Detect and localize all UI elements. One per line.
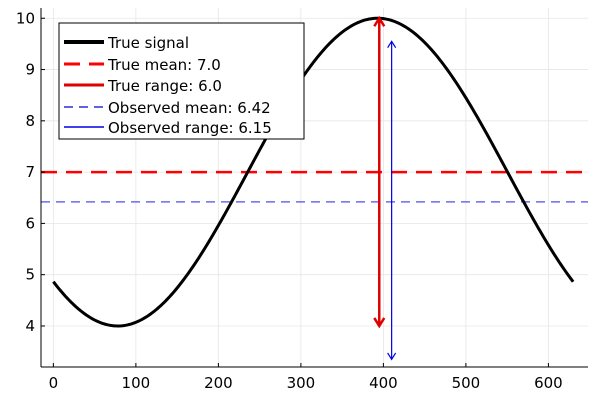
- plot-area: [41, 16, 588, 328]
- y-ticks: 4 5 6 7 8 9 10: [16, 9, 45, 335]
- legend: True signal True mean: 7.0 True range: 6…: [58, 22, 305, 140]
- range-arrow-head-bottom: [373, 317, 386, 329]
- y-tick-label: 9: [25, 61, 35, 79]
- range-arrow-head-top: [387, 40, 397, 49]
- legend-label-true-range: True range: 6.0: [107, 77, 222, 95]
- true-signal-line: [52, 16, 575, 328]
- legend-label-observed-mean: Observed mean: 6.42: [108, 99, 271, 117]
- x-tick-label: 400: [369, 374, 398, 392]
- x-tick-label: 300: [287, 374, 316, 392]
- x-ticks: 0 100 200 300 400 500 600: [49, 363, 563, 392]
- range-arrow-head-bottom: [387, 352, 397, 361]
- y-tick-label: 4: [25, 317, 35, 335]
- x-tick-label: 500: [452, 374, 481, 392]
- y-tick-label: 8: [25, 112, 35, 130]
- x-tick-label: 100: [122, 374, 151, 392]
- y-tick-label: 7: [25, 163, 35, 181]
- y-tick-label: 10: [16, 9, 35, 27]
- legend-label-observed-range: Observed range: 6.15: [108, 119, 272, 137]
- true-range-arrow: [373, 15, 386, 329]
- legend-label-true-mean: True mean: 7.0: [107, 56, 221, 74]
- y-tick-label: 5: [25, 266, 35, 284]
- y-tick-label: 6: [25, 214, 35, 232]
- range-arrow-head-top: [373, 15, 386, 27]
- x-tick-label: 0: [49, 374, 59, 392]
- axes: [40, 8, 588, 368]
- legend-label-true-signal: True signal: [107, 34, 189, 52]
- x-tick-label: 600: [534, 374, 563, 392]
- observed-range-arrow: [387, 40, 397, 361]
- x-tick-label: 200: [204, 374, 233, 392]
